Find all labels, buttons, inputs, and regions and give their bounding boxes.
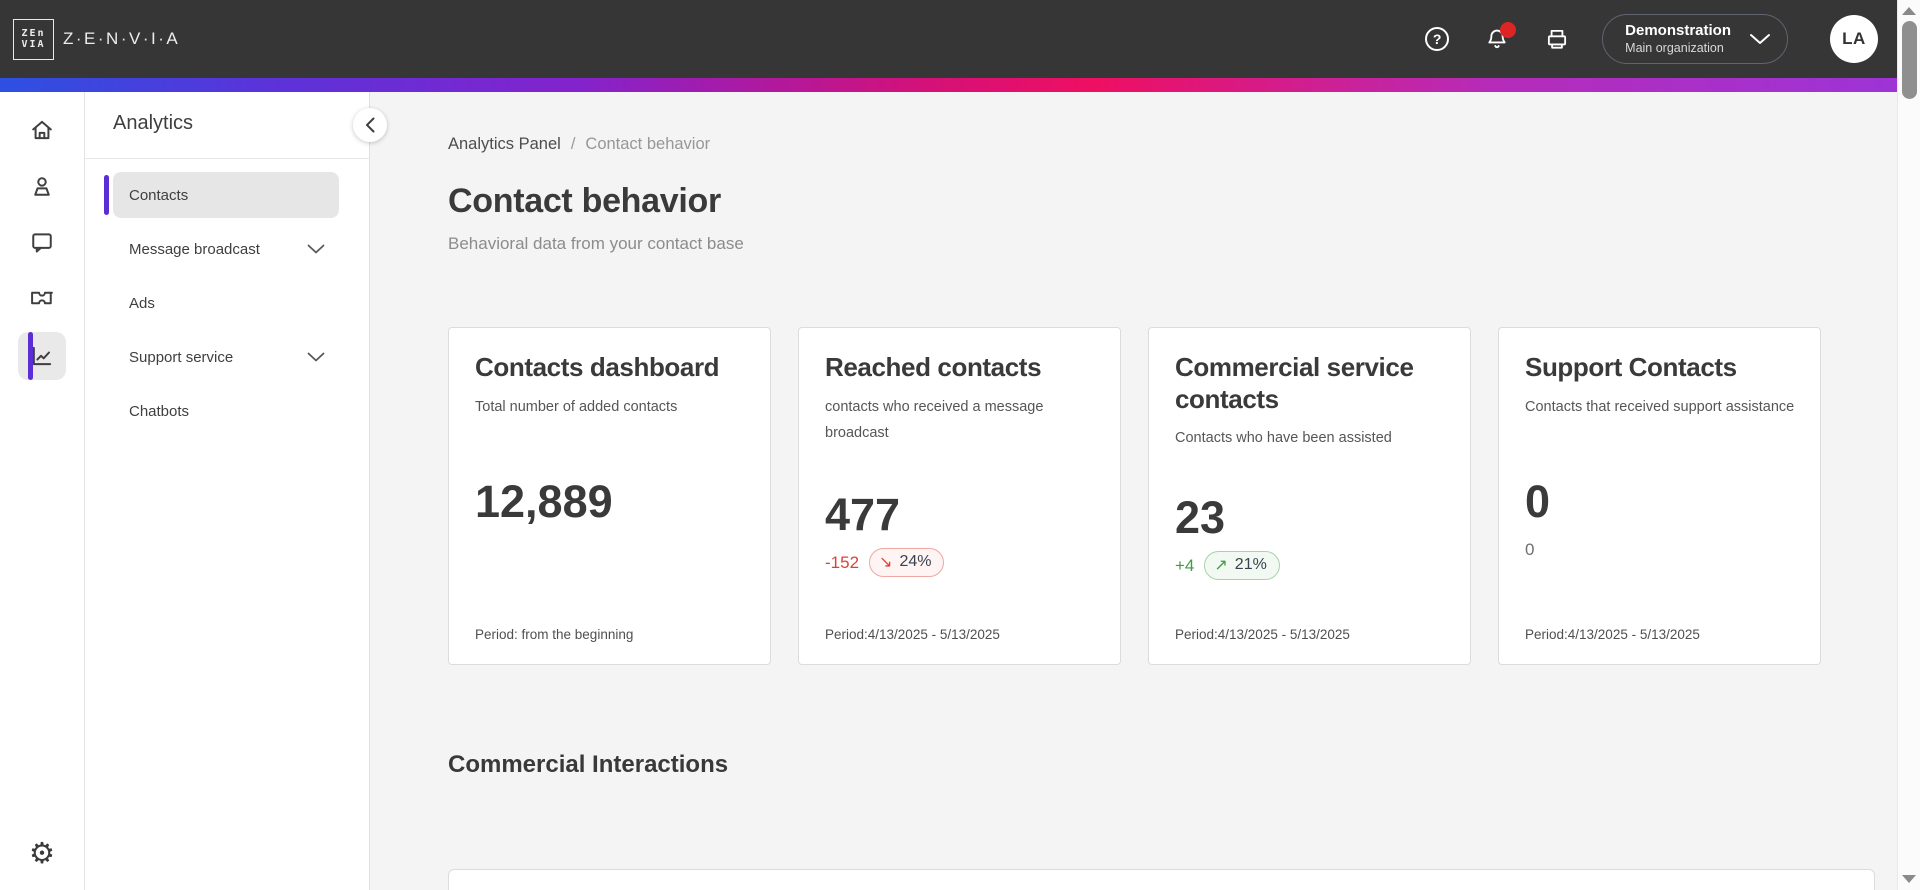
rail-item-settings[interactable]: ⚙ (18, 832, 66, 876)
card-delta-row: +4 ↗ 21% (1175, 548, 1448, 584)
icon-rail: ⚙ (0, 92, 85, 890)
notifications-button[interactable] (1484, 22, 1517, 52)
scroll-down-arrow[interactable] (1902, 875, 1916, 883)
kpi-cards-row: Contacts dashboard Total number of added… (448, 327, 1920, 665)
delta-value: +4 (1175, 555, 1195, 575)
brand-gradient-bar (0, 78, 1920, 92)
sidebar-item-label: Message broadcast (129, 240, 260, 258)
rail-item-contacts[interactable] (18, 164, 66, 208)
arrow-up-right-icon: ↗ (1214, 557, 1228, 575)
card-value: 0 (1525, 475, 1551, 527)
chat-bubble-icon (32, 233, 52, 253)
breadcrumb-separator: / (570, 135, 576, 153)
card-period: Period:4/13/2025 - 5/13/2025 (825, 627, 1000, 642)
sidebar-title: Analytics (113, 112, 194, 134)
delta-value: -152 (825, 552, 860, 572)
sidebar-item-label: Chatbots (129, 402, 190, 420)
card-description: contacts who received a message broadcas… (825, 398, 1044, 441)
sidebar-item-label: Ads (129, 294, 155, 312)
card-delta-row: -152 ↘ 24% (825, 545, 1098, 581)
print-button[interactable] (1544, 26, 1570, 52)
card-title: Contacts dashboard (475, 352, 720, 382)
page-subtitle: Behavioral data from your contact base (448, 234, 744, 253)
card-title: Reached contacts (825, 352, 1042, 382)
card-reached-contacts: Reached contacts contacts who received a… (798, 327, 1121, 665)
chevron-left-icon (366, 117, 375, 133)
sidebar-divider (85, 158, 369, 159)
card-title: Commercial service contacts (1175, 352, 1414, 414)
scroll-up-arrow[interactable] (1902, 7, 1916, 15)
delta-percent: 24% (899, 553, 932, 571)
brand-wordmark: Z·E·N·V·I·A (63, 29, 181, 48)
sidebar-item-contacts[interactable]: Contacts (104, 172, 339, 218)
delta-value: 0 (1525, 539, 1535, 559)
printer-icon (1548, 29, 1567, 49)
sidebar-item-support-service[interactable]: Support service (113, 334, 339, 380)
card-contacts-dashboard: Contacts dashboard Total number of added… (448, 327, 771, 665)
gear-icon: ⚙ (29, 837, 55, 870)
breadcrumb-current: Contact behavior (585, 135, 711, 153)
page-title: Contact behavior (448, 182, 721, 220)
rail-item-conversations[interactable] (18, 220, 66, 264)
logo-line-2: VIA (21, 39, 46, 50)
ticket-icon (31, 291, 53, 305)
card-description: Total number of added contacts (475, 398, 678, 415)
card-period: Period: from the beginning (475, 627, 634, 642)
active-rail-indicator (28, 332, 33, 380)
top-bar: ZEn VIA Z·E·N·V·I·A ? Demonstration (0, 0, 1920, 78)
card-delta-row: 0 (1525, 532, 1798, 568)
sidebar-item-message-broadcast[interactable]: Message broadcast (113, 226, 339, 272)
rail-item-home[interactable] (18, 108, 66, 152)
organization-name: Demonstration (1625, 21, 1731, 39)
person-icon (34, 177, 50, 196)
organization-selector[interactable]: Demonstration Main organization (1602, 14, 1788, 64)
logo-line-1: ZEn (21, 27, 46, 39)
organization-descriptor: Main organization (1625, 40, 1724, 55)
breadcrumb-analytics-panel[interactable]: Analytics Panel (448, 135, 561, 153)
trend-badge-down: ↘ 24% (869, 548, 945, 578)
chevron-down-icon (307, 352, 325, 362)
help-icon: ? (1425, 27, 1450, 51)
card-support-contacts: Support Contacts Contacts that received … (1498, 327, 1821, 665)
card-value: 477 (825, 488, 901, 540)
scrollbar-thumb[interactable] (1902, 21, 1917, 99)
card-description: Contacts who have been assisted (1175, 430, 1392, 447)
card-period: Period:4/13/2025 - 5/13/2025 (1175, 627, 1350, 642)
sidebar-item-chatbots[interactable]: Chatbots (113, 388, 339, 434)
home-icon (32, 120, 52, 140)
user-avatar[interactable]: LA (1830, 15, 1878, 63)
rail-item-tickets[interactable] (18, 276, 66, 320)
card-value: 23 (1175, 491, 1226, 543)
card-period: Period:4/13/2025 - 5/13/2025 (1525, 627, 1700, 642)
sidebar-item-ads[interactable]: Ads (113, 280, 339, 326)
analytics-chart-icon (32, 346, 52, 366)
commercial-interactions-panel (448, 869, 1875, 890)
vertical-scrollbar[interactable] (1897, 0, 1920, 890)
rail-item-analytics[interactable] (18, 332, 66, 380)
sidebar-collapse-button[interactable] (353, 108, 387, 142)
arrow-down-right-icon: ↘ (879, 554, 893, 572)
delta-percent: 21% (1234, 556, 1267, 574)
help-button[interactable]: ? (1424, 26, 1450, 52)
sidebar-item-label: Support service (129, 348, 234, 366)
chevron-down-icon (1749, 33, 1771, 45)
section-heading-commercial-interactions: Commercial Interactions (448, 751, 729, 778)
chevron-down-icon (307, 244, 325, 254)
zenvia-logo-icon: ZEn VIA (13, 18, 54, 60)
main-content: Analytics Panel / Contact behavior Conta… (370, 92, 1920, 890)
sidebar-item-label: Contacts (129, 186, 189, 204)
card-value: 12,889 (475, 475, 613, 527)
card-title: Support Contacts (1525, 352, 1737, 382)
analytics-sidebar: Analytics Contacts Message broadcast Ads… (85, 92, 370, 890)
card-commercial-service-contacts: Commercial service contacts Contacts who… (1148, 327, 1471, 665)
breadcrumb: Analytics Panel / Contact behavior (448, 135, 1920, 154)
card-description: Contacts that received support assistanc… (1525, 398, 1795, 415)
trend-badge-up: ↗ 21% (1204, 551, 1280, 581)
notification-badge (1500, 22, 1517, 38)
card-delta-row (475, 532, 748, 568)
